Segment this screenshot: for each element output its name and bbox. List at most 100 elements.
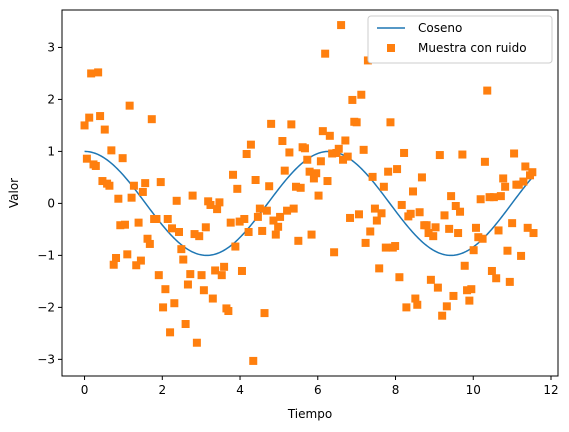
scatter-point <box>271 230 280 239</box>
scatter-point <box>359 145 368 154</box>
scatter-point <box>316 157 325 166</box>
scatter-point <box>442 302 451 311</box>
scatter-point <box>251 176 260 184</box>
scatter-point <box>474 233 483 242</box>
scatter-point <box>368 172 377 181</box>
scatter-point <box>312 169 321 178</box>
scatter-point <box>339 155 348 164</box>
scatter-point <box>116 221 125 230</box>
scatter-point <box>125 101 134 110</box>
scatter-point <box>186 270 195 279</box>
scatter-point <box>314 191 323 200</box>
scatter-point <box>402 303 411 312</box>
scatter-point <box>393 165 402 174</box>
scatter-point <box>400 148 409 157</box>
scatter-point <box>170 299 179 308</box>
scatter-point <box>147 115 156 124</box>
scatter-point <box>177 245 186 254</box>
scatter-point <box>523 223 532 232</box>
scatter-point <box>303 155 312 164</box>
scatter-point <box>514 180 523 189</box>
scatter-point <box>409 187 418 196</box>
scatter-point <box>82 154 91 163</box>
scatter-point <box>346 213 355 222</box>
scatter-point <box>240 214 249 223</box>
scatter-point <box>370 204 379 213</box>
scatter-point <box>94 68 103 77</box>
scatter-point <box>159 303 168 312</box>
scatter-point <box>318 127 327 136</box>
scatter-point <box>152 214 161 223</box>
scatter-point <box>127 193 136 202</box>
scatter-point <box>274 222 283 231</box>
scatter-point <box>391 242 400 251</box>
scatter-point <box>449 291 458 300</box>
plot-frame <box>61 9 559 377</box>
scatter-point <box>415 208 424 217</box>
scatter-point <box>519 177 528 186</box>
scatter-point <box>100 125 109 134</box>
scatter-point <box>440 211 449 220</box>
scatter-point <box>188 191 197 200</box>
scatter-point <box>285 148 294 157</box>
scatter-point <box>456 207 465 216</box>
scatter-point <box>300 144 309 153</box>
legend-marker-swatch <box>387 44 395 52</box>
scatter-point <box>220 262 229 271</box>
x-tick-label: 2 <box>158 383 166 397</box>
scatter-point <box>244 227 253 236</box>
scatter-point <box>123 250 132 259</box>
scatter-point <box>496 192 505 201</box>
scatter-point <box>141 179 150 188</box>
scatter-point <box>233 184 242 193</box>
scatter-point <box>433 283 442 292</box>
scatter-point <box>195 232 204 241</box>
scatter-point <box>352 118 361 127</box>
legend: Coseno Muestra con ruido <box>367 15 553 64</box>
scatter-point <box>521 162 530 171</box>
scatter-point <box>246 140 255 149</box>
scatter-point <box>201 223 210 232</box>
scatter-point <box>276 212 285 221</box>
x-tick-label: 0 <box>81 383 89 397</box>
scatter-point <box>156 178 165 187</box>
scatter-point <box>172 196 181 205</box>
scatter-point <box>199 286 208 295</box>
scatter-point <box>499 174 508 183</box>
scatter-point <box>508 219 517 228</box>
scatter-point <box>136 256 145 265</box>
scatter-point <box>237 266 246 275</box>
scatter-point <box>485 193 494 202</box>
legend-box <box>367 15 553 64</box>
y-tick-label: −3 <box>37 352 55 366</box>
scatter-point <box>361 238 370 247</box>
scatter-point <box>417 173 426 182</box>
scatter-point <box>330 248 339 257</box>
scatter-point <box>321 49 330 58</box>
scatter-point <box>501 182 510 191</box>
scatter-point <box>494 226 503 235</box>
scatter-point <box>134 218 143 227</box>
scatter-point <box>397 200 406 209</box>
legend-entry-muestra: Muestra con ruido <box>418 41 527 55</box>
scatter-point <box>80 121 89 130</box>
scatter-point <box>505 277 514 286</box>
scatter-point <box>267 119 276 128</box>
scatter-point <box>260 309 269 318</box>
scatter-point <box>309 174 318 183</box>
scatter-point <box>471 223 480 232</box>
plot-area <box>80 21 538 365</box>
scatter-point <box>384 167 393 176</box>
scatter-point <box>406 209 415 218</box>
scatter-point <box>229 170 238 179</box>
scatter-point <box>258 226 267 235</box>
scatter-point <box>278 137 287 146</box>
scatter-point <box>280 166 289 175</box>
scatter-point <box>179 255 188 264</box>
scatter-point <box>296 183 305 192</box>
scatter-point <box>168 224 177 233</box>
scatter-point <box>138 187 147 196</box>
scatter-point <box>510 149 519 158</box>
scatter-point <box>197 271 206 280</box>
scatter-point <box>96 112 105 121</box>
